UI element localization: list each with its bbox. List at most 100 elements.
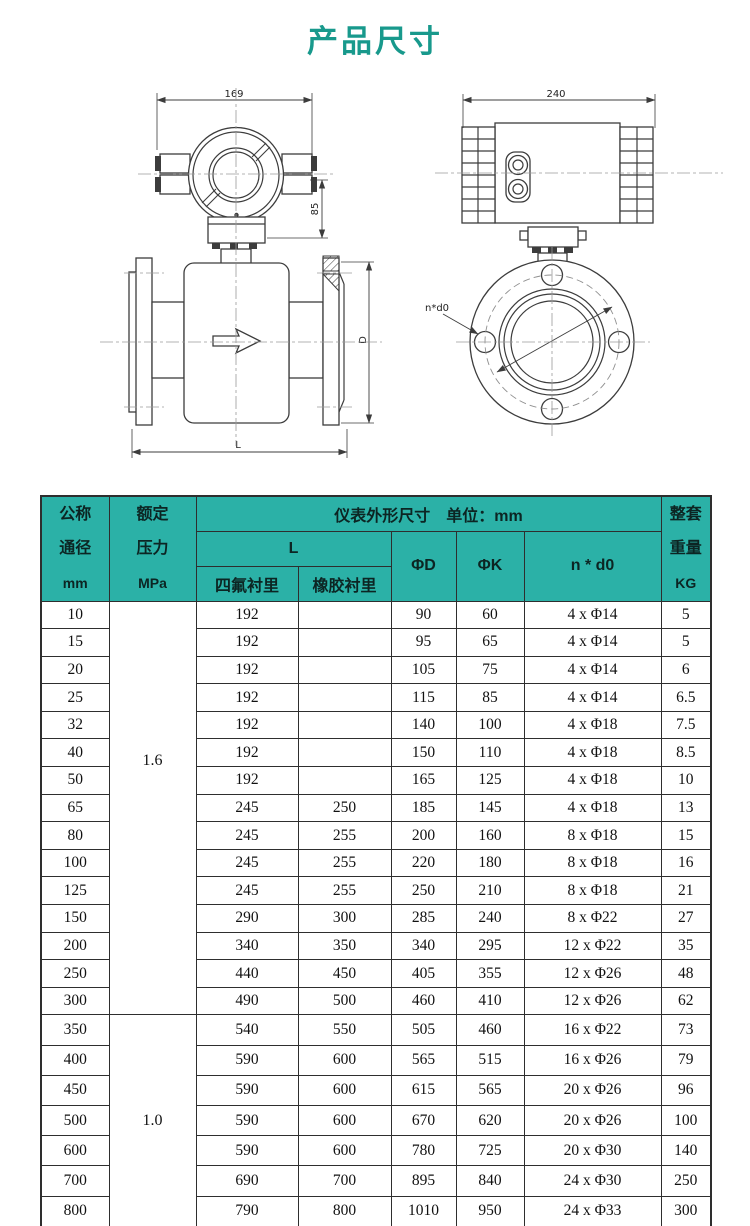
- dim-length-label: L: [235, 440, 241, 451]
- technical-drawings: 169 85 L D: [100, 88, 723, 458]
- cell-dn: 600: [40, 1135, 110, 1167]
- cell-weight: 62: [660, 986, 712, 1016]
- cell-phi-k: 180: [455, 848, 525, 878]
- table-row: 800 790 800 1010 950 24 x Φ33 300: [40, 1195, 712, 1226]
- table-row: 150 290 300 285 240 8 x Φ22 27: [40, 904, 712, 933]
- table-row: 450 590 600 615 565 20 x Φ26 96: [40, 1074, 712, 1106]
- cell-n-d0: 8 x Φ18: [523, 821, 662, 850]
- cell-l-rubber: [297, 628, 392, 657]
- bolt-holes-callout-label: n*d0: [425, 303, 449, 314]
- cell-dn: 800: [40, 1195, 110, 1226]
- cell-l-rubber: 800: [297, 1195, 392, 1226]
- cell-n-d0: 4 x Φ14: [523, 628, 662, 657]
- cell-n-d0: 4 x Φ14: [523, 655, 662, 685]
- cell-phi-d: 200: [390, 821, 457, 850]
- cell-phi-k: 355: [455, 959, 525, 988]
- cell-dn: 25: [40, 683, 110, 712]
- flowmeter-side-view-drawing: 169 85 L D: [100, 88, 382, 458]
- cell-l-ptfe: 590: [195, 1135, 299, 1167]
- cell-phi-d: 95: [390, 628, 457, 657]
- cell-phi-k: 240: [455, 904, 525, 933]
- cell-dn: 450: [40, 1074, 110, 1106]
- table-row: 100 245 255 220 180 8 x Φ18 16: [40, 848, 712, 878]
- cell-n-d0: 8 x Φ18: [523, 876, 662, 906]
- table-row: 700 690 700 895 840 24 x Φ30 250: [40, 1165, 712, 1197]
- cell-phi-k: 725: [455, 1135, 525, 1167]
- header-rated-pressure: 额定 压力 MPa: [108, 495, 197, 602]
- cell-dn: 32: [40, 710, 110, 740]
- cell-weight: 6.5: [660, 683, 712, 712]
- cell-phi-d: 405: [390, 959, 457, 988]
- cell-phi-k: 145: [455, 793, 525, 823]
- cell-l-ptfe: 192: [195, 600, 299, 630]
- header-overall-dimensions: 仪表外形尺寸 单位：mm: [195, 495, 662, 532]
- cell-phi-k: 565: [455, 1074, 525, 1106]
- cell-l-ptfe: 540: [195, 1014, 299, 1046]
- cell-l-rubber: 250: [297, 793, 392, 823]
- table-row: 15 192 95 65 4 x Φ14 5: [40, 628, 712, 657]
- header-phi-k: ΦK: [455, 530, 525, 602]
- cell-dn: 300: [40, 986, 110, 1016]
- cell-l-rubber: 450: [297, 959, 392, 988]
- cell-l-rubber: 600: [297, 1044, 392, 1076]
- cell-phi-d: 565: [390, 1044, 457, 1076]
- cell-phi-k: 840: [455, 1165, 525, 1197]
- cell-l-ptfe: 245: [195, 793, 299, 823]
- cell-phi-k: 210: [455, 876, 525, 906]
- cell-n-d0: 20 x Φ26: [523, 1074, 662, 1106]
- cell-phi-k: 620: [455, 1104, 525, 1137]
- cell-l-ptfe: 245: [195, 876, 299, 906]
- cell-l-rubber: 600: [297, 1074, 392, 1106]
- cell-weight: 96: [660, 1074, 712, 1106]
- table-row: 50 192 165 125 4 x Φ18 10: [40, 766, 712, 795]
- table-header: 公称 通径 mm 额定 压力 MPa 仪表外形尺寸 单位：mm 整套: [40, 495, 712, 602]
- cell-l-ptfe: 340: [195, 931, 299, 961]
- cell-phi-k: 85: [455, 683, 525, 712]
- cell-dn: 40: [40, 738, 110, 768]
- cell-phi-d: 185: [390, 793, 457, 823]
- cell-n-d0: 4 x Φ18: [523, 793, 662, 823]
- cell-n-d0: 16 x Φ26: [523, 1044, 662, 1076]
- cell-weight: 5: [660, 600, 712, 630]
- cell-weight: 6: [660, 655, 712, 685]
- flow-direction-arrow-icon: [212, 327, 262, 355]
- cell-dn: 200: [40, 931, 110, 961]
- cell-l-ptfe: 490: [195, 986, 299, 1016]
- table-row: 40 192 150 110 4 x Φ18 8.5: [40, 738, 712, 768]
- cell-phi-k: 60: [455, 600, 525, 630]
- cell-phi-d: 895: [390, 1165, 457, 1197]
- cell-phi-d: 615: [390, 1074, 457, 1106]
- header-n-d0: n * d0: [523, 530, 662, 602]
- cell-l-rubber: 255: [297, 848, 392, 878]
- cell-dn: 700: [40, 1165, 110, 1197]
- cell-l-rubber: 300: [297, 904, 392, 933]
- cell-l-ptfe: 192: [195, 628, 299, 657]
- cell-phi-k: 75: [455, 655, 525, 685]
- cell-weight: 13: [660, 793, 712, 823]
- cell-phi-k: 100: [455, 710, 525, 740]
- dim-width-label: 240: [546, 89, 565, 100]
- cell-weight: 100: [660, 1104, 712, 1137]
- cell-phi-k: 515: [455, 1044, 525, 1076]
- cell-phi-d: 505: [390, 1014, 457, 1046]
- cell-l-rubber: 600: [297, 1104, 392, 1137]
- cell-phi-d: 250: [390, 876, 457, 906]
- cell-n-d0: 12 x Φ26: [523, 986, 662, 1016]
- cell-phi-d: 105: [390, 655, 457, 685]
- header-rubber-lining: 橡胶衬里: [297, 565, 392, 602]
- table-row: 250 440 450 405 355 12 x Φ26 48: [40, 959, 712, 988]
- cell-dn: 400: [40, 1044, 110, 1076]
- header-total-weight: 整套 重量 KG: [660, 495, 712, 602]
- cell-dn: 80: [40, 821, 110, 850]
- cell-l-rubber: 350: [297, 931, 392, 961]
- cell-weight: 10: [660, 766, 712, 795]
- cell-l-rubber: 600: [297, 1135, 392, 1167]
- cell-phi-d: 90: [390, 600, 457, 630]
- cell-weight: 73: [660, 1014, 712, 1046]
- table-row: 65 245 250 185 145 4 x Φ18 13: [40, 793, 712, 823]
- cell-phi-d: 115: [390, 683, 457, 712]
- dimensions-table: 公称 通径 mm 额定 压力 MPa 仪表外形尺寸 单位：mm 整套: [40, 495, 713, 1226]
- cell-phi-d: 460: [390, 986, 457, 1016]
- cell-phi-k: 125: [455, 766, 525, 795]
- cell-l-ptfe: 192: [195, 766, 299, 795]
